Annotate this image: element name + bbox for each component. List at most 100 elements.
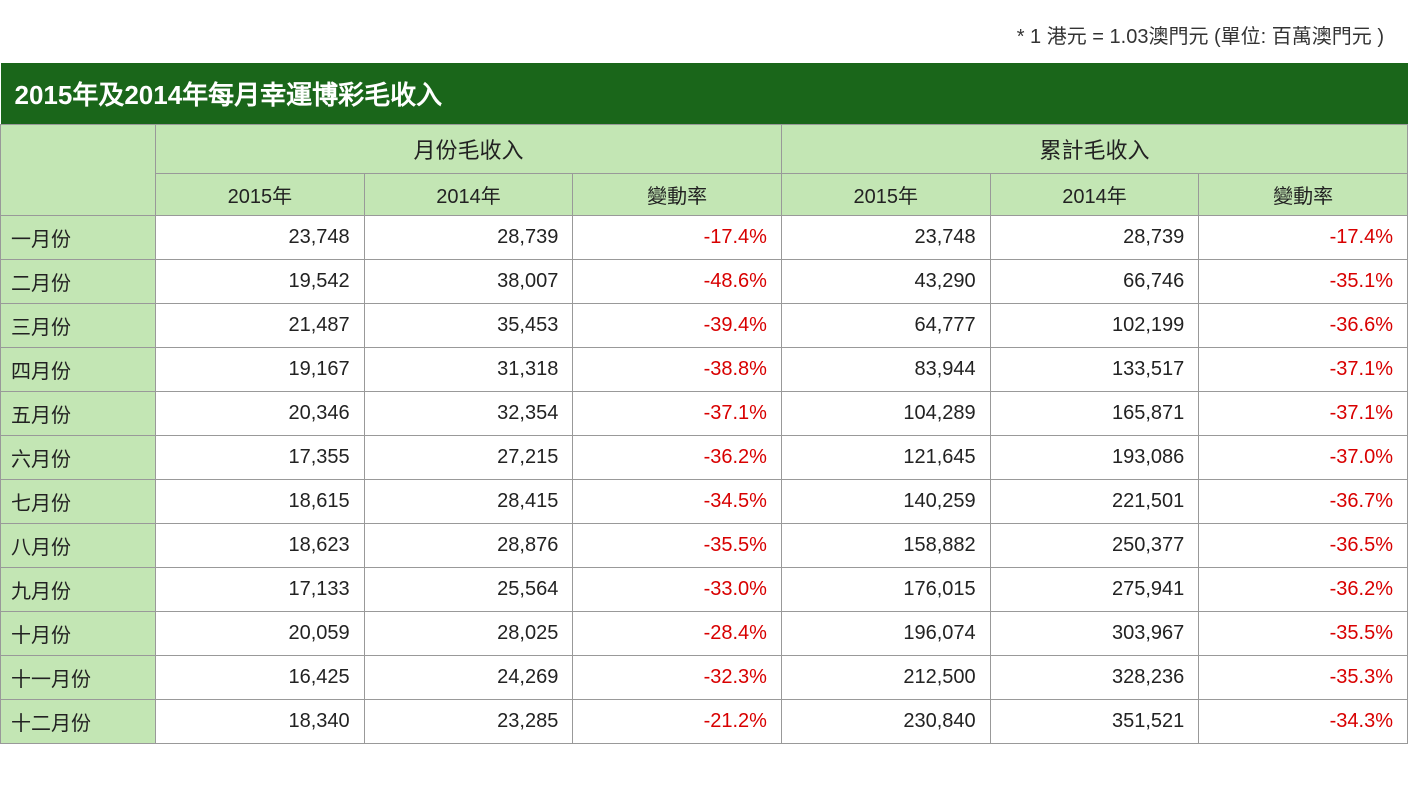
month-cell: 四月份 — [1, 348, 156, 392]
cumulative-2014-cell: 66,746 — [990, 260, 1199, 304]
cumulative-2015-cell: 23,748 — [781, 216, 990, 260]
cumulative-2014-cell: 193,086 — [990, 436, 1199, 480]
month-cell: 六月份 — [1, 436, 156, 480]
monthly-change-cell: -28.4% — [573, 612, 782, 656]
month-cell: 十月份 — [1, 612, 156, 656]
subheader-monthly-change: 變動率 — [573, 174, 782, 216]
monthly-2015-cell: 19,542 — [156, 260, 365, 304]
cumulative-change-cell: -34.3% — [1199, 700, 1408, 744]
cumulative-2014-cell: 303,967 — [990, 612, 1199, 656]
monthly-2015-cell: 20,346 — [156, 392, 365, 436]
unit-note: * 1 港元 = 1.03澳門元 (單位: 百萬澳門元 ) — [0, 0, 1408, 63]
monthly-change-cell: -48.6% — [573, 260, 782, 304]
cumulative-change-cell: -37.1% — [1199, 392, 1408, 436]
monthly-2015-cell: 17,355 — [156, 436, 365, 480]
cumulative-2015-cell: 212,500 — [781, 656, 990, 700]
cumulative-2014-cell: 275,941 — [990, 568, 1199, 612]
cumulative-2015-cell: 176,015 — [781, 568, 990, 612]
monthly-change-cell: -32.3% — [573, 656, 782, 700]
monthly-2015-cell: 20,059 — [156, 612, 365, 656]
monthly-2014-cell: 31,318 — [364, 348, 573, 392]
monthly-change-cell: -34.5% — [573, 480, 782, 524]
monthly-2015-cell: 16,425 — [156, 656, 365, 700]
cumulative-change-cell: -36.2% — [1199, 568, 1408, 612]
monthly-2015-cell: 21,487 — [156, 304, 365, 348]
table-row: 一月份23,74828,739-17.4%23,74828,739-17.4% — [1, 216, 1408, 260]
table-row: 九月份17,13325,564-33.0%176,015275,941-36.2… — [1, 568, 1408, 612]
monthly-2014-cell: 35,453 — [364, 304, 573, 348]
subheader-cumulative-2015: 2015年 — [781, 174, 990, 216]
cumulative-2014-cell: 328,236 — [990, 656, 1199, 700]
month-cell: 八月份 — [1, 524, 156, 568]
cumulative-change-cell: -37.0% — [1199, 436, 1408, 480]
monthly-2015-cell: 18,615 — [156, 480, 365, 524]
month-cell: 一月份 — [1, 216, 156, 260]
monthly-2014-cell: 23,285 — [364, 700, 573, 744]
monthly-2015-cell: 23,748 — [156, 216, 365, 260]
cumulative-2014-cell: 28,739 — [990, 216, 1199, 260]
cumulative-2015-cell: 43,290 — [781, 260, 990, 304]
monthly-2014-cell: 28,025 — [364, 612, 573, 656]
monthly-2014-cell: 27,215 — [364, 436, 573, 480]
monthly-2014-cell: 32,354 — [364, 392, 573, 436]
monthly-change-cell: -17.4% — [573, 216, 782, 260]
monthly-change-cell: -33.0% — [573, 568, 782, 612]
cumulative-change-cell: -36.7% — [1199, 480, 1408, 524]
cumulative-2015-cell: 230,840 — [781, 700, 990, 744]
month-cell: 十一月份 — [1, 656, 156, 700]
table-row: 十二月份18,34023,285-21.2%230,840351,521-34.… — [1, 700, 1408, 744]
cumulative-2015-cell: 196,074 — [781, 612, 990, 656]
cumulative-change-cell: -35.3% — [1199, 656, 1408, 700]
table-row: 三月份21,48735,453-39.4%64,777102,199-36.6% — [1, 304, 1408, 348]
table-row: 二月份19,54238,007-48.6%43,29066,746-35.1% — [1, 260, 1408, 304]
subheader-monthly-2015: 2015年 — [156, 174, 365, 216]
cumulative-2014-cell: 133,517 — [990, 348, 1199, 392]
monthly-2015-cell: 19,167 — [156, 348, 365, 392]
monthly-change-cell: -35.5% — [573, 524, 782, 568]
monthly-2014-cell: 38,007 — [364, 260, 573, 304]
cumulative-2015-cell: 121,645 — [781, 436, 990, 480]
month-cell: 九月份 — [1, 568, 156, 612]
cumulative-change-cell: -36.6% — [1199, 304, 1408, 348]
month-cell: 五月份 — [1, 392, 156, 436]
cumulative-2014-cell: 250,377 — [990, 524, 1199, 568]
table-row: 四月份19,16731,318-38.8%83,944133,517-37.1% — [1, 348, 1408, 392]
month-cell: 七月份 — [1, 480, 156, 524]
header-blank — [1, 125, 156, 216]
monthly-change-cell: -39.4% — [573, 304, 782, 348]
table-row: 十月份20,05928,025-28.4%196,074303,967-35.5… — [1, 612, 1408, 656]
header-monthly: 月份毛收入 — [156, 125, 782, 174]
cumulative-change-cell: -35.1% — [1199, 260, 1408, 304]
cumulative-2015-cell: 140,259 — [781, 480, 990, 524]
monthly-2014-cell: 28,876 — [364, 524, 573, 568]
cumulative-2015-cell: 64,777 — [781, 304, 990, 348]
table-row: 八月份18,62328,876-35.5%158,882250,377-36.5… — [1, 524, 1408, 568]
table-row: 十一月份16,42524,269-32.3%212,500328,236-35.… — [1, 656, 1408, 700]
cumulative-2015-cell: 83,944 — [781, 348, 990, 392]
table-title: 2015年及2014年每月幸運博彩毛收入 — [1, 63, 1408, 125]
month-cell: 二月份 — [1, 260, 156, 304]
header-cumulative: 累計毛收入 — [781, 125, 1407, 174]
monthly-change-cell: -36.2% — [573, 436, 782, 480]
monthly-change-cell: -37.1% — [573, 392, 782, 436]
cumulative-2015-cell: 158,882 — [781, 524, 990, 568]
cumulative-change-cell: -35.5% — [1199, 612, 1408, 656]
monthly-2015-cell: 17,133 — [156, 568, 365, 612]
revenue-table: 2015年及2014年每月幸運博彩毛收入 月份毛收入 累計毛收入 2015年 2… — [0, 63, 1408, 744]
monthly-2014-cell: 28,739 — [364, 216, 573, 260]
subheader-monthly-2014: 2014年 — [364, 174, 573, 216]
cumulative-change-cell: -17.4% — [1199, 216, 1408, 260]
monthly-2014-cell: 25,564 — [364, 568, 573, 612]
monthly-change-cell: -38.8% — [573, 348, 782, 392]
monthly-2015-cell: 18,340 — [156, 700, 365, 744]
cumulative-change-cell: -36.5% — [1199, 524, 1408, 568]
monthly-2014-cell: 28,415 — [364, 480, 573, 524]
subheader-cumulative-change: 變動率 — [1199, 174, 1408, 216]
month-cell: 三月份 — [1, 304, 156, 348]
cumulative-2014-cell: 221,501 — [990, 480, 1199, 524]
cumulative-2014-cell: 165,871 — [990, 392, 1199, 436]
monthly-change-cell: -21.2% — [573, 700, 782, 744]
monthly-2014-cell: 24,269 — [364, 656, 573, 700]
table-row: 七月份18,61528,415-34.5%140,259221,501-36.7… — [1, 480, 1408, 524]
table-row: 五月份20,34632,354-37.1%104,289165,871-37.1… — [1, 392, 1408, 436]
